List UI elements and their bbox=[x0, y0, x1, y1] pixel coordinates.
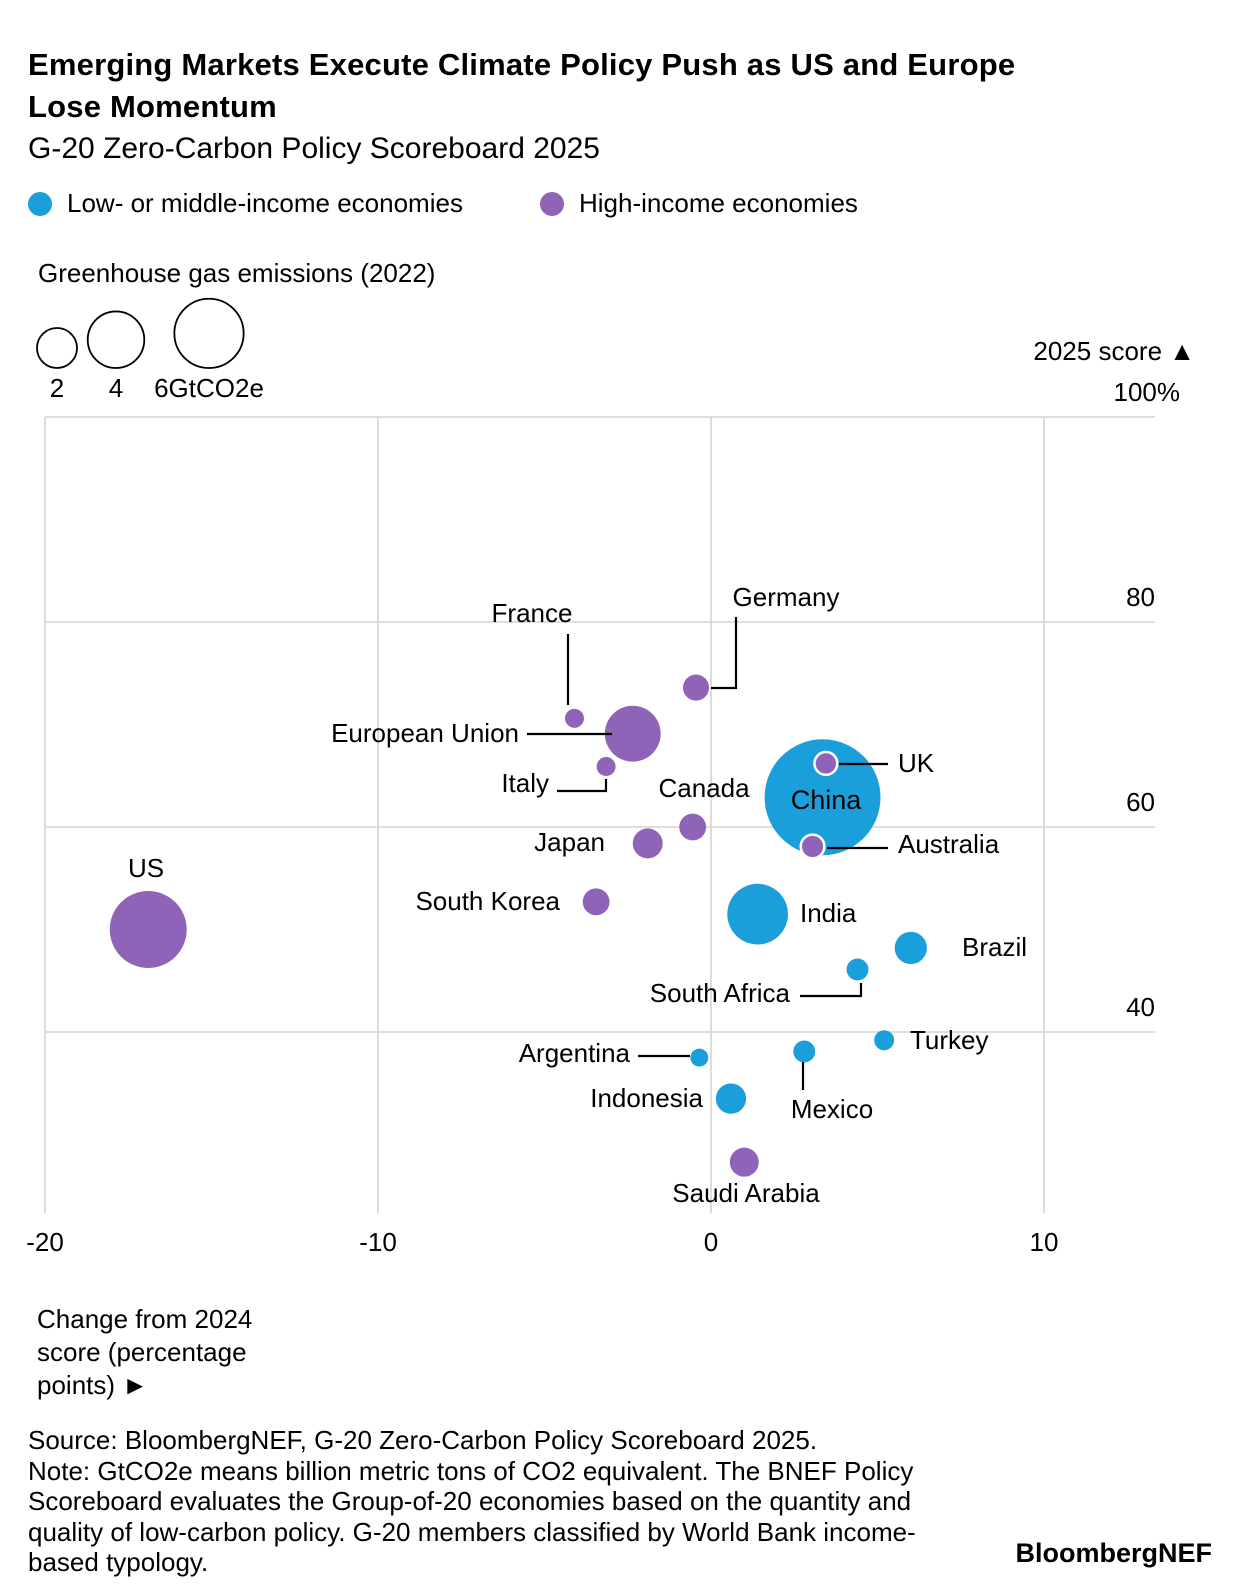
page-title: Emerging Markets Execute Climate Policy … bbox=[28, 44, 1015, 128]
bubble-china bbox=[764, 739, 881, 856]
leader-germany bbox=[711, 617, 738, 690]
bubble-italy bbox=[596, 757, 616, 777]
bubble-saudi-arabia bbox=[729, 1147, 759, 1177]
country-label-uk: UK bbox=[898, 748, 935, 778]
size-legend-circle-2 bbox=[36, 327, 78, 369]
bubble-indonesia bbox=[715, 1083, 747, 1114]
source-note-line: Source: BloombergNEF, G-20 Zero-Carbon P… bbox=[28, 1425, 818, 1455]
country-label-us: US bbox=[128, 853, 164, 883]
size-legend-value-4: 4 bbox=[109, 373, 123, 403]
bloombergnef-logo: BloombergNEF bbox=[1015, 1538, 1212, 1568]
country-label-european-union: European Union bbox=[331, 718, 519, 748]
y-axis-title: 2025 score ▲ bbox=[1033, 336, 1195, 366]
country-label-india: India bbox=[800, 898, 857, 928]
country-label-turkey: Turkey bbox=[910, 1025, 989, 1055]
legend-dot-low-middle-income bbox=[28, 191, 52, 216]
bubble-india bbox=[727, 883, 788, 945]
source-note-line: based typology. bbox=[28, 1547, 209, 1577]
leader-lines bbox=[527, 617, 888, 1090]
country-label-mexico: Mexico bbox=[791, 1094, 873, 1124]
y-tick-label-40: 40 bbox=[1126, 992, 1155, 1022]
y-tick-label-60: 60 bbox=[1126, 787, 1155, 817]
bubble-france bbox=[564, 708, 584, 728]
bubble-mexico bbox=[793, 1040, 816, 1063]
bubble-turkey bbox=[874, 1030, 895, 1051]
country-label-germany: Germany bbox=[733, 582, 840, 612]
bubble-brazil bbox=[894, 931, 927, 965]
country-label-china: China bbox=[791, 785, 863, 815]
x-tick-label-0: 0 bbox=[704, 1227, 718, 1257]
size-legend-title: Greenhouse gas emissions (2022) bbox=[38, 258, 436, 288]
legend-item-low-middle-income: Low- or middle-income economies bbox=[28, 188, 463, 219]
country-label-brazil: Brazil bbox=[962, 932, 1027, 962]
bubble-south-africa bbox=[846, 958, 869, 981]
country-label-japan: Japan bbox=[534, 827, 605, 857]
bubble-japan bbox=[632, 828, 663, 859]
country-label-canada: Canada bbox=[658, 773, 750, 803]
x-tick-label-10: 10 bbox=[1030, 1227, 1059, 1257]
source-note-line: quality of low-carbon policy. G-20 membe… bbox=[28, 1516, 916, 1547]
bubbles bbox=[109, 674, 927, 1177]
x-tick-label--20: -20 bbox=[26, 1227, 64, 1257]
title-line-1: Emerging Markets Execute Climate Policy … bbox=[28, 47, 1016, 82]
source-note-line: Note: GtCO2e means billion metric tons o… bbox=[28, 1455, 914, 1486]
country-label-indonesia: Indonesia bbox=[590, 1083, 703, 1113]
legend-label-low-middle-income: Low- or middle-income economies bbox=[67, 188, 463, 218]
country-label-italy: Italy bbox=[501, 768, 549, 798]
y-tick-label-100: 100% bbox=[1114, 377, 1181, 407]
size-legend-value-2: 2 bbox=[50, 373, 64, 403]
country-labels: US France European Union Italy Germany UK Chin… bbox=[128, 582, 1027, 1208]
bubble-argentina bbox=[690, 1048, 709, 1067]
legend-dot-high-income bbox=[540, 191, 564, 216]
source-note: Source: BloombergNEF, G-20 Zero-Carbon P… bbox=[28, 1425, 916, 1578]
legend-item-high-income: High-income economies bbox=[540, 188, 858, 219]
leader-italy bbox=[557, 779, 608, 793]
title-line-2: Lose Momentum bbox=[28, 89, 277, 124]
bubble-canada bbox=[679, 813, 707, 841]
country-label-south-korea: South Korea bbox=[415, 886, 560, 916]
size-legend-value-6GtCO2e: 6GtCO2e bbox=[154, 373, 264, 403]
y-tick-label-80: 80 bbox=[1126, 582, 1155, 612]
x-tick-label--10: -10 bbox=[359, 1227, 397, 1257]
source-note-line: Scoreboard evaluates the Group-of-20 eco… bbox=[28, 1486, 912, 1516]
size-legend-circle-6GtCO2e bbox=[173, 297, 245, 369]
bubble-european-union bbox=[604, 705, 661, 762]
leader-south-africa bbox=[800, 983, 863, 998]
bubble-uk bbox=[813, 750, 839, 777]
bubble-germany bbox=[682, 674, 710, 701]
gridlines bbox=[44, 416, 1155, 1213]
country-label-south-africa: South Africa bbox=[650, 978, 791, 1008]
country-label-france: France bbox=[492, 598, 573, 628]
size-legend-circle-4 bbox=[86, 310, 146, 369]
country-label-australia: Australia bbox=[898, 829, 1000, 859]
country-label-argentina: Argentina bbox=[519, 1038, 631, 1068]
bubble-australia bbox=[799, 833, 826, 860]
bubble-south-korea bbox=[582, 888, 610, 916]
bubble-us bbox=[109, 891, 187, 968]
chart-subtitle: G-20 Zero-Carbon Policy Scoreboard 2025 bbox=[28, 132, 600, 165]
country-label-saudi-arabia: Saudi Arabia bbox=[672, 1178, 820, 1208]
x-axis-title: Change from 2024 score (percentage point… bbox=[37, 1304, 253, 1400]
legend-label-high-income: High-income economies bbox=[579, 188, 858, 218]
